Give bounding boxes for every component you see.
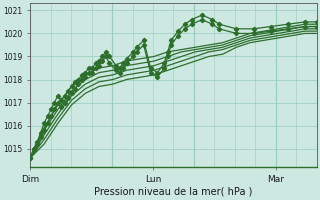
X-axis label: Pression niveau de la mer( hPa ): Pression niveau de la mer( hPa ) — [94, 187, 252, 197]
